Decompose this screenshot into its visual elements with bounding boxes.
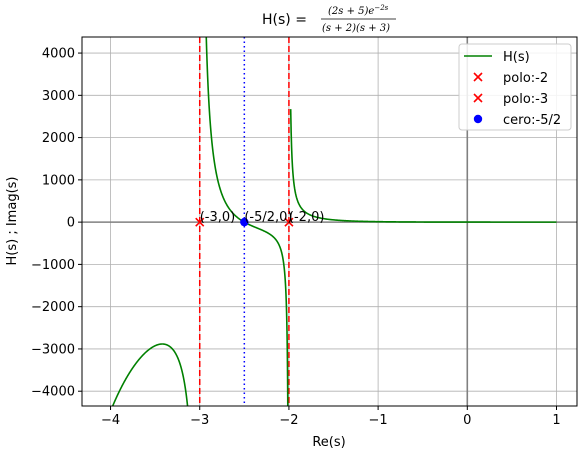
annotations: (-2,0) (-3,0) (-5/2,0) [200,210,325,225]
legend-swatch-3 [473,114,483,124]
legend-label-0: H(s) [503,50,530,65]
x-tick-label-3: −1 [369,413,388,428]
x-tick-label-2: −2 [279,413,298,428]
legend-swatch-2 [473,93,483,103]
title-denominator: (s + 2)(s + 3) [322,23,390,34]
y-tick-label-4: 0 [67,216,75,231]
y-axis-label: H(s) ; Imag(s) [5,177,20,266]
x-tick-label-4: 0 [463,413,471,428]
legend-swatch-1-stroke-b [473,72,483,82]
x-tick-label-0: −4 [101,413,120,428]
title-prefix: H(s) = [262,12,307,28]
legend-label-3: cero:-5/2 [503,113,561,128]
annotation-1: (-3,0) [200,210,236,225]
y-tick-label-3: −1000 [31,258,75,273]
x-axis-label: Re(s) [312,435,345,450]
pole-marker-1-stroke-b [195,217,205,227]
legend-label-2: polo:-3 [503,92,548,107]
legend-entry-0: H(s) [464,50,530,65]
y-tick-label-8: 4000 [42,47,75,62]
annotation-2: (-5/2,0) [244,210,292,225]
pole-marker-1 [195,217,205,227]
markers [195,217,294,227]
x-tick-label-5: 1 [552,413,560,428]
y-ticks: −4000 −3000 −2000 −1000 0 1000 2000 3000 4000 [31,47,82,400]
legend-entry-1: polo:-2 [473,71,548,86]
y-tick-label-2: −2000 [31,300,75,315]
y-tick-label-7: 3000 [42,89,75,104]
y-tick-label-0: −4000 [31,385,75,400]
chart-title: H(s) = (2s + 5)e−2s (s + 2)(s + 3) [262,4,396,34]
plot-frame [81,36,578,407]
legend: H(s) polo:-2 polo:-3 cero:-5/2 [458,43,572,131]
legend-swatch-2-stroke-b [473,93,483,103]
series-h-segment-0 [111,343,189,406]
x-ticks: −4 −3 −2 −1 0 1 [101,406,561,428]
x-tick-label-1: −3 [190,413,209,428]
pole-marker-0-stroke-b [284,217,294,227]
y-tick-label-1: −3000 [31,342,75,357]
y-tick-label-6: 2000 [42,131,75,146]
zero-marker-0 [240,217,249,227]
legend-swatch-1 [473,72,483,82]
annotation-0: (-2,0) [289,210,325,225]
legend-entry-2: polo:-3 [473,92,548,107]
series-h-segment-2 [289,109,557,223]
pole-marker-0 [284,217,294,227]
legend-label-1: polo:-2 [503,71,548,86]
legend-box [458,43,572,131]
legend-entry-3: cero:-5/2 [473,113,561,128]
title-numerator: (2s + 5)e−2s [328,4,389,17]
y-tick-label-5: 1000 [42,173,75,188]
